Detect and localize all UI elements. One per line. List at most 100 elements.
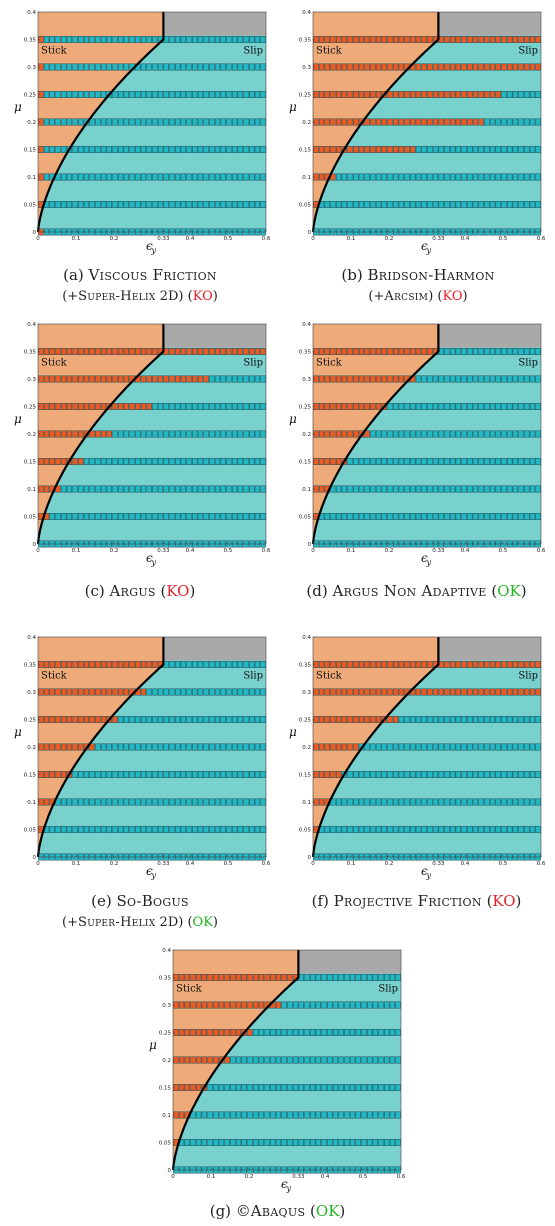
slip-marker bbox=[180, 63, 187, 71]
slip-marker bbox=[309, 1139, 316, 1146]
stick-marker bbox=[330, 348, 336, 355]
slip-marker bbox=[192, 743, 198, 751]
slip-marker bbox=[72, 201, 78, 208]
slip-marker bbox=[404, 513, 410, 520]
slip-marker bbox=[243, 91, 249, 98]
slip-marker bbox=[361, 1111, 367, 1119]
stick-marker bbox=[364, 63, 370, 71]
stick-marker bbox=[358, 403, 365, 410]
stick-marker bbox=[258, 974, 265, 981]
slip-marker bbox=[214, 513, 221, 520]
stick-marker bbox=[163, 375, 169, 383]
slip-marker bbox=[529, 826, 536, 833]
stick-label: Stick bbox=[41, 358, 68, 369]
slip-marker bbox=[478, 430, 484, 438]
slip-marker bbox=[375, 743, 382, 751]
slip-marker bbox=[226, 771, 232, 778]
slip-marker bbox=[230, 1111, 236, 1119]
slip-marker bbox=[335, 513, 342, 520]
slip-marker bbox=[220, 173, 226, 181]
slip-marker bbox=[249, 403, 255, 410]
slip-marker bbox=[129, 716, 135, 723]
stick-marker bbox=[224, 1056, 230, 1064]
stick-marker bbox=[72, 430, 78, 438]
stick-marker bbox=[100, 403, 107, 410]
slip-marker bbox=[169, 513, 175, 520]
slip-marker bbox=[231, 771, 238, 778]
slip-marker bbox=[404, 743, 410, 751]
stick-marker bbox=[335, 403, 342, 410]
stick-marker bbox=[95, 688, 101, 696]
y-tick-label: 0.2 bbox=[302, 432, 311, 438]
slip-marker bbox=[355, 1084, 361, 1091]
slip-marker bbox=[152, 173, 158, 181]
slip-marker bbox=[298, 1001, 304, 1009]
slip-marker bbox=[387, 485, 393, 493]
slip-marker bbox=[203, 173, 209, 181]
slip-marker bbox=[129, 798, 135, 806]
slip-marker bbox=[123, 146, 130, 153]
slip-marker bbox=[438, 485, 444, 493]
slip-marker bbox=[243, 743, 249, 751]
stick-marker bbox=[410, 36, 416, 43]
stick-marker bbox=[335, 118, 342, 126]
slip-marker bbox=[157, 458, 164, 465]
slip-marker bbox=[192, 430, 198, 438]
stick-marker bbox=[495, 36, 501, 43]
x-tick-label: 0.6 bbox=[537, 548, 546, 554]
slip-marker bbox=[389, 974, 396, 981]
stick-marker bbox=[226, 348, 232, 355]
slip-marker bbox=[72, 118, 78, 126]
slip-marker bbox=[501, 743, 507, 751]
stick-marker bbox=[353, 91, 359, 98]
slip-marker bbox=[472, 716, 479, 723]
stick-marker bbox=[207, 1029, 213, 1036]
stick-marker bbox=[341, 348, 348, 355]
slip-marker bbox=[304, 1001, 310, 1009]
stick-marker bbox=[347, 403, 353, 410]
slip-marker bbox=[169, 403, 175, 410]
slip-marker bbox=[197, 688, 204, 696]
x-tick-label: 0.5 bbox=[499, 548, 508, 554]
slip-marker bbox=[112, 771, 118, 778]
stick-marker bbox=[518, 36, 524, 43]
slip-marker bbox=[254, 513, 261, 520]
slip-marker bbox=[395, 1139, 401, 1146]
slip-marker bbox=[209, 688, 215, 696]
slip-marker bbox=[180, 716, 187, 723]
slip-marker bbox=[146, 826, 152, 833]
caption-g-line1: (g) ©Abaqus (OK) bbox=[209, 1202, 346, 1220]
stick-marker bbox=[106, 375, 112, 383]
slip-marker bbox=[535, 743, 541, 751]
slip-marker bbox=[220, 430, 226, 438]
slip-marker bbox=[237, 716, 244, 723]
slip-marker bbox=[449, 430, 456, 438]
x-tick-label: 0.1 bbox=[207, 1174, 216, 1180]
slip-marker bbox=[174, 798, 181, 806]
slip-marker bbox=[355, 1029, 361, 1036]
x-axis-label: ϵ bbox=[146, 864, 153, 878]
stick-marker bbox=[330, 36, 336, 43]
slip-marker bbox=[381, 485, 387, 493]
stick-marker bbox=[398, 91, 405, 98]
slip-marker bbox=[438, 201, 444, 208]
x-tick-label: 0.6 bbox=[537, 236, 546, 242]
slip-marker bbox=[529, 798, 536, 806]
stick-marker bbox=[415, 688, 422, 696]
slip-marker bbox=[292, 1139, 299, 1146]
stick-marker bbox=[72, 661, 78, 668]
slip-marker bbox=[100, 826, 107, 833]
slip-marker bbox=[163, 716, 169, 723]
stick-marker bbox=[60, 743, 67, 751]
stick-marker bbox=[112, 688, 118, 696]
slip-marker bbox=[478, 826, 484, 833]
stick-marker bbox=[89, 688, 95, 696]
slip-marker bbox=[117, 485, 124, 493]
slip-marker bbox=[254, 375, 261, 383]
slip-marker bbox=[309, 1084, 316, 1091]
stick-marker bbox=[529, 63, 536, 71]
slip-marker bbox=[209, 798, 215, 806]
stick-marker bbox=[184, 1056, 190, 1064]
x-tick-label: 0.1 bbox=[72, 236, 81, 242]
slip-marker bbox=[195, 1139, 202, 1146]
